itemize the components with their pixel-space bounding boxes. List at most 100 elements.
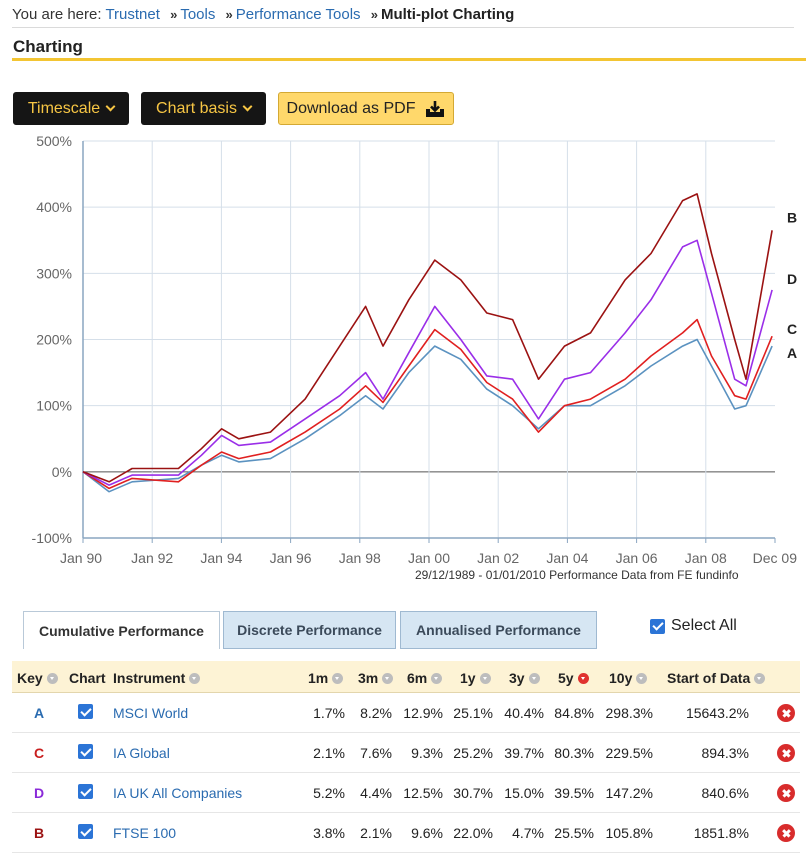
row-3y: 40.4% bbox=[504, 705, 544, 721]
series-end-label-b: B bbox=[787, 209, 797, 225]
select-all-checkbox[interactable] bbox=[650, 618, 665, 634]
sort-icon[interactable] bbox=[189, 672, 201, 684]
row-6m: 9.3% bbox=[411, 745, 443, 761]
column-header-3m[interactable]: 3m bbox=[358, 670, 394, 686]
x-tick-label: Jan 06 bbox=[616, 550, 658, 566]
y-tick-label: 0% bbox=[52, 464, 72, 480]
column-header-5y[interactable]: 5y bbox=[558, 670, 589, 686]
table-row: D IA UK All Companies 5.2% 4.4% 12.5% 30… bbox=[12, 773, 800, 813]
timescale-label: Timescale bbox=[27, 99, 101, 117]
sort-icon[interactable] bbox=[431, 672, 443, 684]
remove-row-icon[interactable] bbox=[777, 704, 795, 722]
chart-basis-label: Chart basis bbox=[156, 99, 237, 117]
row-chart-checkbox[interactable] bbox=[78, 704, 93, 719]
row-instrument[interactable]: IA Global bbox=[113, 745, 170, 761]
chart-svg: 500% 400% 300% 200% 100% 0% -100% Jan 90 Jan 92 J… bbox=[32, 133, 798, 566]
x-tick-label: Jan 00 bbox=[408, 550, 450, 566]
page-title: Charting bbox=[13, 37, 83, 56]
row-3y: 39.7% bbox=[504, 745, 544, 761]
sort-icon[interactable] bbox=[479, 672, 491, 684]
column-header-1y[interactable]: 1y bbox=[460, 670, 491, 686]
row-6m: 12.9% bbox=[403, 705, 443, 721]
breadcrumb-link-performance-tools[interactable]: Performance Tools bbox=[235, 6, 361, 23]
performance-data-note: 29/12/1989 - 01/01/2010 Performance Data… bbox=[415, 568, 739, 582]
performance-chart: 500% 400% 300% 200% 100% 0% -100% Jan 90 Jan 92 J… bbox=[0, 130, 806, 575]
row-1m: 5.2% bbox=[313, 785, 345, 801]
row-1y: 22.0% bbox=[453, 825, 493, 841]
x-tick-label: Jan 94 bbox=[200, 550, 242, 566]
series-line-d bbox=[82, 239, 773, 486]
series-end-label-a: A bbox=[787, 345, 797, 361]
row-chart-checkbox[interactable] bbox=[78, 824, 93, 839]
download-pdf-button[interactable]: Download as PDF bbox=[278, 92, 454, 125]
table-row: B FTSE 100 3.8% 2.1% 9.6% 22.0% 4.7% 25.… bbox=[12, 813, 800, 853]
row-3m: 8.2% bbox=[360, 705, 392, 721]
column-header-1m[interactable]: 1m bbox=[308, 670, 344, 686]
column-header-chart: Chart bbox=[69, 670, 106, 686]
tab-label: Discrete Performance bbox=[237, 622, 382, 638]
header-label: Instrument bbox=[113, 670, 186, 686]
header-label: 6m bbox=[407, 670, 428, 686]
row-3m: 2.1% bbox=[360, 825, 392, 841]
chevron-down-icon bbox=[105, 101, 116, 111]
header-label: Key bbox=[17, 670, 43, 686]
column-header-10y[interactable]: 10y bbox=[609, 670, 648, 686]
sort-icon[interactable] bbox=[754, 672, 766, 684]
title-underline bbox=[12, 58, 806, 61]
row-key: A bbox=[34, 705, 45, 721]
tab-annualised-performance[interactable]: Annualised Performance bbox=[400, 611, 597, 649]
row-instrument[interactable]: MSCI World bbox=[113, 705, 189, 721]
row-chart-checkbox[interactable] bbox=[78, 744, 93, 759]
series-end-label-c: C bbox=[787, 321, 797, 337]
chart-basis-dropdown-button[interactable]: Chart basis bbox=[141, 92, 266, 125]
column-header-instrument[interactable]: Instrument bbox=[113, 670, 201, 686]
breadcrumb-link-tools[interactable]: Tools bbox=[180, 6, 216, 23]
row-key: C bbox=[34, 745, 45, 761]
x-tick-label: Jan 08 bbox=[685, 550, 727, 566]
tab-cumulative-performance[interactable]: Cumulative Performance bbox=[23, 611, 220, 649]
sort-icon[interactable] bbox=[382, 672, 394, 684]
series-line-a bbox=[82, 338, 773, 493]
column-header-key[interactable]: Key bbox=[17, 670, 58, 686]
column-header-6m[interactable]: 6m bbox=[407, 670, 443, 686]
tab-discrete-performance[interactable]: Discrete Performance bbox=[223, 611, 396, 649]
breadcrumb-current: Multi-plot Charting bbox=[380, 6, 515, 23]
row-instrument[interactable]: FTSE 100 bbox=[113, 825, 177, 841]
x-tick-label: Jan 90 bbox=[60, 550, 102, 566]
header-label: 3m bbox=[358, 670, 379, 686]
breadcrumb: You are here: Trustnet » Tools » Performan… bbox=[12, 6, 514, 23]
row-10y: 105.8% bbox=[605, 825, 653, 841]
x-tick-label: Jan 92 bbox=[131, 550, 173, 566]
sort-active-icon[interactable] bbox=[577, 672, 589, 684]
select-all-toggle[interactable]: Select All bbox=[650, 617, 737, 635]
remove-row-icon[interactable] bbox=[777, 744, 795, 762]
chevron-down-icon bbox=[242, 101, 253, 111]
breadcrumb-separator: » bbox=[170, 7, 178, 22]
sort-icon[interactable] bbox=[636, 672, 648, 684]
header-label: 3y bbox=[509, 670, 525, 686]
header-label: 1y bbox=[460, 670, 476, 686]
y-tick-label: 500% bbox=[36, 133, 72, 149]
breadcrumb-divider bbox=[12, 27, 794, 28]
row-chart-checkbox[interactable] bbox=[78, 784, 93, 799]
breadcrumb-link-trustnet[interactable]: Trustnet bbox=[105, 6, 160, 23]
sort-icon[interactable] bbox=[46, 672, 58, 684]
row-1m: 2.1% bbox=[313, 745, 345, 761]
column-header-start-of-data[interactable]: Start of Data bbox=[667, 670, 766, 686]
sort-icon[interactable] bbox=[528, 672, 540, 684]
y-tick-label: 200% bbox=[36, 332, 72, 348]
sort-icon[interactable] bbox=[332, 672, 344, 684]
timescale-dropdown-button[interactable]: Timescale bbox=[13, 92, 129, 125]
column-header-3y[interactable]: 3y bbox=[509, 670, 540, 686]
header-label: 1m bbox=[308, 670, 329, 686]
row-instrument[interactable]: IA UK All Companies bbox=[113, 785, 243, 801]
row-start-of-data: 840.6% bbox=[701, 785, 749, 801]
remove-row-icon[interactable] bbox=[777, 824, 795, 842]
y-tick-label: -100% bbox=[32, 530, 72, 546]
remove-row-icon[interactable] bbox=[777, 784, 795, 802]
row-3y: 4.7% bbox=[512, 825, 544, 841]
row-start-of-data: 894.3% bbox=[701, 745, 749, 761]
x-tick-label: Jan 04 bbox=[546, 550, 588, 566]
download-pdf-label: Download as PDF bbox=[286, 99, 416, 117]
row-1m: 1.7% bbox=[313, 705, 345, 721]
